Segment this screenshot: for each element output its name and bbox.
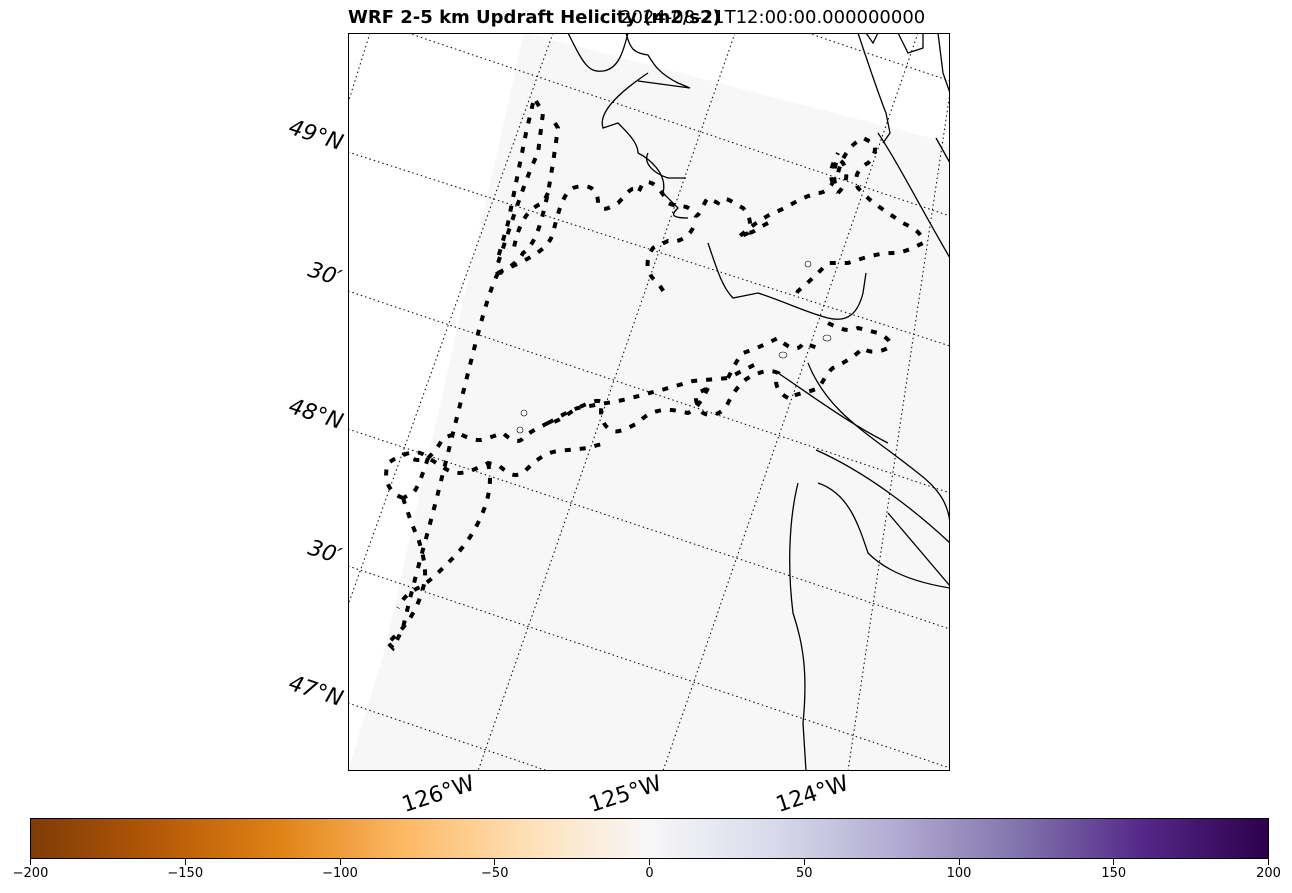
coastline (567, 33, 950, 771)
colorbar-tick-label: −50 (481, 866, 509, 881)
lat-label-47-30: 30′ (304, 535, 345, 570)
lon-label-126w: 126°W (398, 771, 478, 818)
map-timestamp: 2024-08-21T12:00:00.000000000 (620, 7, 926, 28)
lon-label-125w: 125°W (585, 771, 665, 818)
colorbar-tick (649, 859, 650, 865)
map-panel (348, 33, 950, 771)
lat-label-48-30: 30′ (304, 257, 345, 292)
colorbar-tick-label: 200 (1256, 866, 1281, 881)
graticule-longitude (348, 33, 950, 771)
map-svg (348, 33, 950, 771)
colorbar-tick-label: −200 (12, 866, 49, 881)
colorbar-tick-label: 100 (946, 866, 972, 881)
colorbar-tick-label: 50 (795, 866, 813, 881)
model-domain (348, 33, 950, 771)
colorbar-tick (30, 859, 31, 865)
colorbar-tick (958, 859, 960, 865)
colorbar-tick (339, 859, 341, 865)
lat-label-48n: 48°N (285, 394, 346, 435)
colorbar-tick-label: 0 (645, 866, 654, 881)
colorbar-tick (1113, 859, 1115, 865)
colorbar-tick (494, 859, 496, 865)
lon-label-124w: 124°W (772, 771, 852, 818)
lat-label-47n: 47°N (285, 671, 346, 712)
colorbar-tick (1268, 859, 1269, 865)
colorbar-tick (184, 859, 186, 865)
map-title: WRF 2-5 km Updraft Helicity (m2/s2) (348, 7, 721, 28)
colorbar-tick-label: 150 (1101, 866, 1127, 881)
lat-label-49n: 49°N (285, 115, 346, 156)
colorbar-tick-label: −100 (322, 866, 358, 881)
helicity-zero-contour-outline (516, 260, 832, 434)
map-border (348, 33, 950, 771)
colorbar-tick (803, 859, 805, 865)
colorbar-tick-label: −150 (167, 866, 204, 881)
colorbar (30, 818, 1269, 859)
helicity-zero-contour (384, 99, 926, 652)
graticule-latitude (348, 33, 950, 771)
